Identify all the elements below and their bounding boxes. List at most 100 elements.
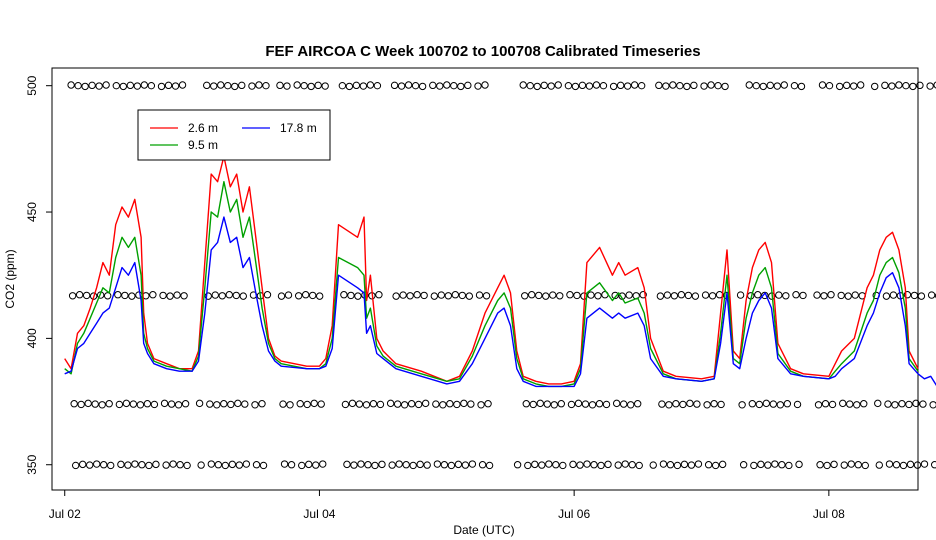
flag-marker <box>162 461 170 469</box>
flag-marker <box>578 81 587 90</box>
flag-marker <box>238 81 246 90</box>
flag-marker <box>513 461 522 469</box>
flag-marker <box>124 461 132 469</box>
flag-marker <box>436 82 444 90</box>
flag-marker <box>279 400 287 408</box>
flag-marker <box>147 81 156 90</box>
flag-marker <box>906 460 915 469</box>
flag-marker <box>847 460 855 468</box>
flag-marker <box>714 81 722 90</box>
flag-marker <box>393 400 402 408</box>
flag-marker <box>703 401 711 409</box>
flag-marker <box>171 82 180 90</box>
flag-marker <box>378 460 386 469</box>
flag-marker <box>418 82 427 91</box>
flag-marker <box>828 400 837 409</box>
flag-marker <box>234 399 242 408</box>
flag-marker <box>444 292 453 300</box>
flag-marker <box>388 461 396 469</box>
flag-marker <box>891 401 899 409</box>
flag-marker <box>874 399 882 408</box>
flag-marker <box>885 460 894 468</box>
flag-marker <box>409 461 417 470</box>
flag-marker <box>554 81 562 89</box>
flag-marker <box>635 461 643 470</box>
flag-marker <box>775 291 783 299</box>
flag-marker <box>178 81 187 89</box>
flag-marker <box>550 401 558 409</box>
flag-marker <box>131 460 139 468</box>
legend-label-17-8m: 17.8 m <box>280 121 317 135</box>
flag-marker <box>149 291 157 299</box>
flag-marker <box>347 291 355 300</box>
flag-marker <box>369 400 378 408</box>
flag-marker <box>439 401 447 409</box>
flag-marker <box>298 461 306 470</box>
flag-marker <box>305 460 313 469</box>
flag-marker <box>687 461 696 469</box>
flag-marker <box>206 400 214 408</box>
flag-marker <box>286 401 294 409</box>
flag-marker <box>821 400 830 408</box>
flag-marker <box>140 81 149 89</box>
flag-marker <box>757 460 765 469</box>
flag-marker <box>609 82 618 91</box>
flag-marker <box>694 460 703 468</box>
series-line-17-8-m <box>64 216 936 388</box>
flag-marker <box>461 461 470 469</box>
flag-marker <box>670 292 679 300</box>
flag-marker <box>430 292 439 300</box>
flag-marker <box>585 82 594 90</box>
flag-marker <box>612 399 621 408</box>
flag-marker <box>927 291 936 299</box>
flag-marker <box>658 400 666 408</box>
flag-marker <box>773 82 781 90</box>
flag-marker <box>752 81 760 90</box>
flag-marker <box>366 81 375 89</box>
flag-marker <box>390 81 399 90</box>
flag-marker <box>126 81 135 90</box>
flag-marker <box>232 291 240 300</box>
flag-marker <box>623 82 632 90</box>
x-tick-label: Jul 06 <box>558 507 590 521</box>
flag-marker <box>902 81 910 90</box>
y-tick-label: 450 <box>25 202 39 222</box>
flag-marker <box>616 81 625 90</box>
flag-marker <box>467 400 475 408</box>
flag-marker <box>839 399 847 408</box>
x-tick-label: Jul 08 <box>813 507 845 521</box>
flag-marker <box>679 400 687 409</box>
flag-marker <box>133 82 142 90</box>
flag-marker <box>659 460 668 468</box>
flag-marker <box>255 81 263 89</box>
flag-marker <box>280 460 289 468</box>
flag-marker <box>220 400 228 408</box>
flag-marker <box>314 81 322 90</box>
flag-marker <box>248 82 256 90</box>
flag-marker <box>916 81 924 90</box>
flag-marker <box>526 81 534 90</box>
flag-marker <box>84 399 92 408</box>
flag-marker <box>573 291 581 300</box>
flag-marker <box>371 461 379 470</box>
flag-marker <box>359 82 368 90</box>
legend: 2.6 m 9.5 m 17.8 m <box>137 109 331 161</box>
flag-marker <box>581 400 590 408</box>
flag-marker <box>115 400 124 409</box>
flag-marker <box>564 81 573 90</box>
flag-marker <box>665 401 673 409</box>
flag-marker <box>475 291 484 299</box>
flag-marker <box>755 400 764 409</box>
flag-marker <box>465 292 474 300</box>
flag-marker <box>399 291 407 299</box>
flag-marker <box>277 292 286 300</box>
flag-marker <box>816 461 824 469</box>
flag-marker <box>211 291 219 299</box>
x-tick-label: Jul 04 <box>303 507 335 521</box>
flag-marker <box>884 400 892 408</box>
flag-marker <box>451 291 460 299</box>
flag-marker <box>343 460 351 469</box>
flag-marker <box>535 291 543 300</box>
flag-marker <box>710 400 718 408</box>
flag-marker <box>909 82 917 91</box>
